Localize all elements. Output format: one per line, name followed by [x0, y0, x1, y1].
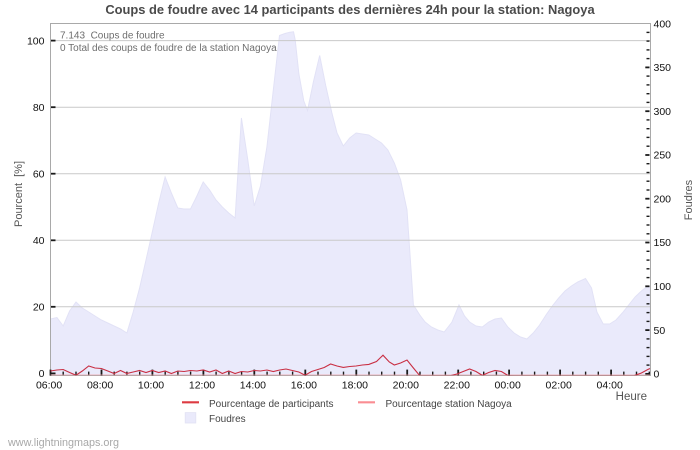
svg-text:Coups de foudre avec 14 partic: Coups de foudre avec 14 participants des… [105, 2, 595, 17]
svg-text:250: 250 [654, 150, 672, 162]
svg-text:0: 0 [39, 368, 45, 380]
svg-text:150: 150 [654, 237, 672, 249]
svg-text:7.143 Coups de foudre: 7.143 Coups de foudre [60, 31, 165, 42]
svg-text:0: 0 [654, 369, 660, 381]
svg-text:06:00: 06:00 [36, 380, 62, 392]
svg-text:50: 50 [654, 325, 666, 337]
svg-text:18:00: 18:00 [342, 380, 368, 392]
svg-text:00:00: 00:00 [495, 380, 521, 392]
svg-text:10:00: 10:00 [138, 380, 164, 392]
svg-text:300: 300 [654, 106, 672, 118]
svg-text:20: 20 [33, 302, 45, 314]
svg-text:0 Total des coups de foudre de: 0 Total des coups de foudre de la statio… [60, 43, 277, 54]
svg-text:350: 350 [654, 62, 672, 74]
svg-text:16:00: 16:00 [291, 380, 317, 392]
svg-text:04:00: 04:00 [597, 380, 623, 392]
svg-text:02:00: 02:00 [546, 380, 572, 392]
svg-text:60: 60 [33, 168, 45, 180]
svg-text:22:00: 22:00 [444, 380, 470, 392]
svg-text:80: 80 [33, 102, 45, 114]
svg-text:08:00: 08:00 [87, 380, 113, 392]
svg-text:www.lightningmaps.org: www.lightningmaps.org [7, 437, 119, 449]
svg-text:Pourcentage de participants: Pourcentage de participants [209, 399, 334, 410]
svg-text:12:00: 12:00 [189, 380, 215, 392]
svg-text:400: 400 [654, 18, 672, 30]
svg-text:Pourcentage station Nagoya: Pourcentage station Nagoya [386, 399, 513, 410]
svg-text:Heure: Heure [616, 391, 647, 403]
svg-text:Foudres: Foudres [683, 179, 695, 220]
svg-text:Pourcent [%]: Pourcent [%] [13, 161, 25, 227]
svg-text:200: 200 [654, 193, 672, 205]
svg-text:14:00: 14:00 [240, 380, 266, 392]
svg-text:40: 40 [33, 235, 45, 247]
svg-text:100: 100 [27, 35, 45, 47]
svg-text:100: 100 [654, 281, 672, 293]
svg-text:Foudres: Foudres [209, 414, 246, 425]
svg-text:20:00: 20:00 [393, 380, 419, 392]
